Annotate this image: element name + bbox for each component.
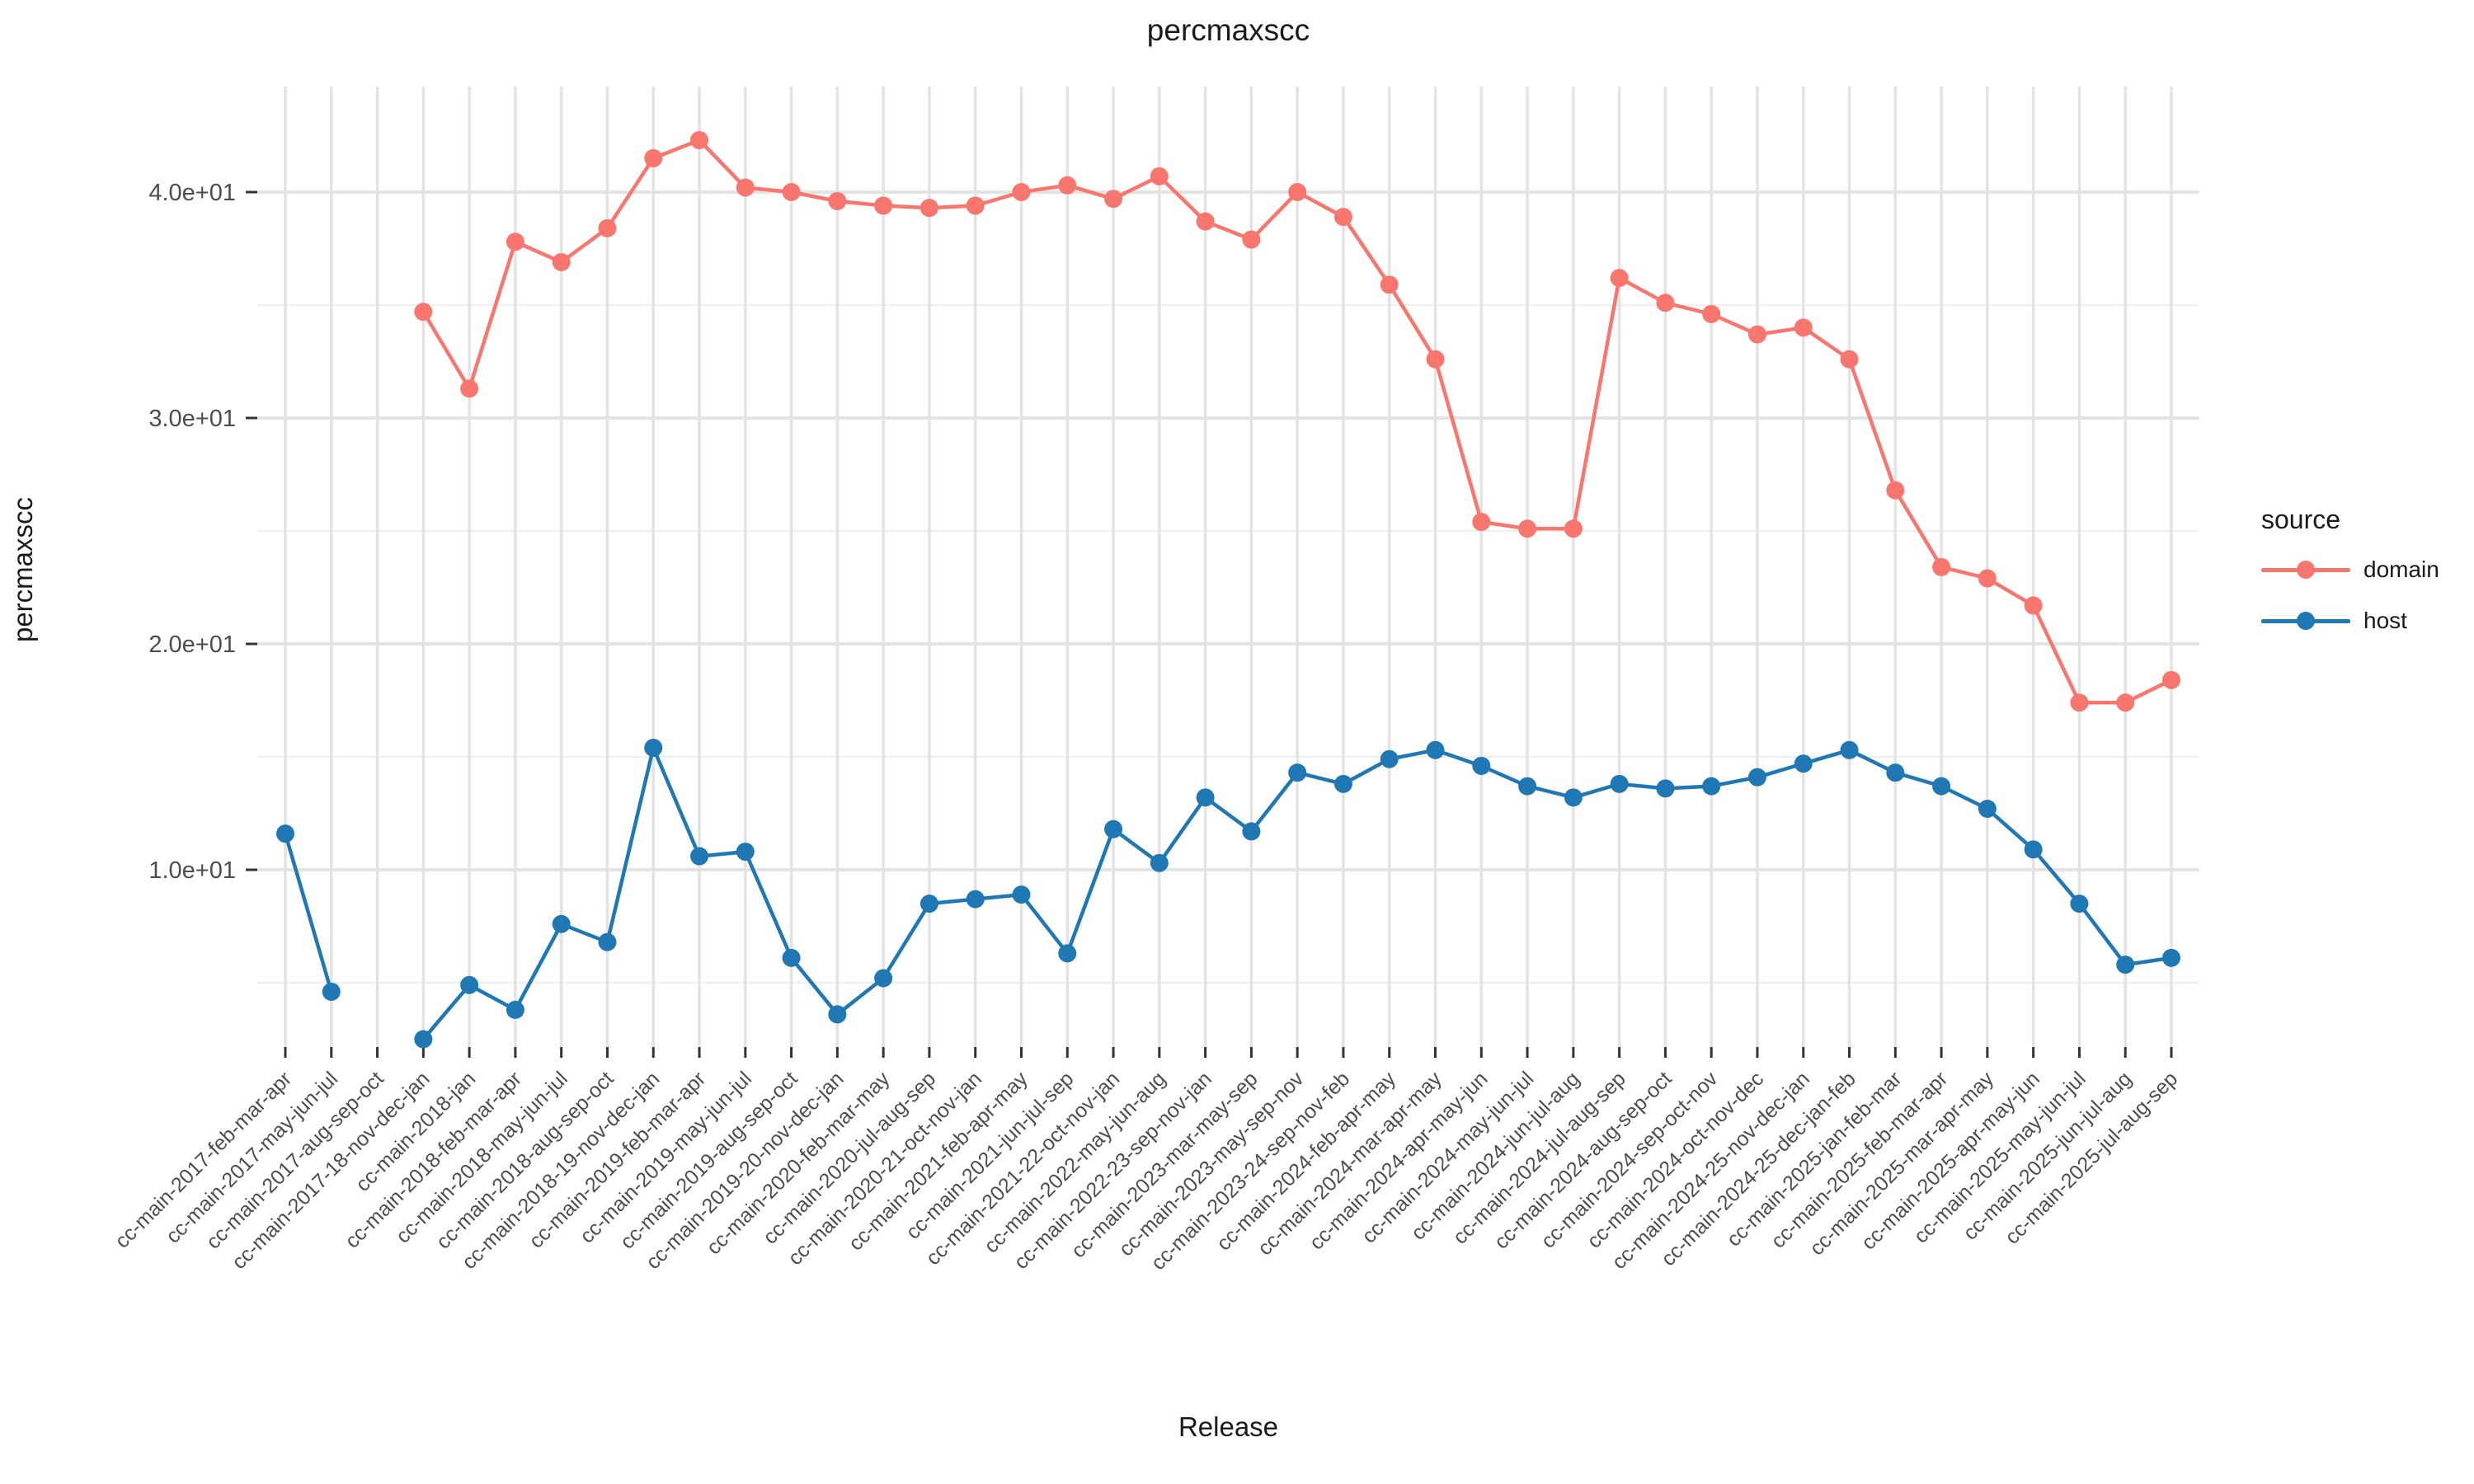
y-tick-label: 2.0e+01 <box>148 632 236 658</box>
domain-point <box>1380 275 1399 294</box>
host-point <box>1747 768 1766 787</box>
host-point <box>1472 756 1491 775</box>
host-point <box>874 969 893 988</box>
host-point <box>1702 777 1721 796</box>
domain-point <box>2024 596 2043 615</box>
domain-point <box>552 252 571 271</box>
domain-point <box>1840 350 1859 369</box>
domain-point <box>2162 670 2180 689</box>
domain-point <box>690 130 709 149</box>
host-point <box>1012 885 1031 904</box>
domain-point <box>1196 212 1215 231</box>
host-point <box>414 1030 433 1049</box>
host-point <box>506 1000 524 1019</box>
legend-label-domain: domain <box>2363 556 2439 582</box>
host-point <box>1426 740 1445 759</box>
legend-title: source <box>2261 505 2341 534</box>
host-point <box>1886 763 1905 782</box>
host-point <box>1610 774 1629 793</box>
domain-point <box>1472 513 1491 532</box>
host-point <box>2162 948 2180 967</box>
y-tick-label: 1.0e+01 <box>148 857 236 884</box>
domain-point <box>1242 230 1261 249</box>
domain-point <box>2070 693 2089 712</box>
domain-point <box>1610 269 1629 288</box>
host-point <box>2024 840 2043 859</box>
domain-point <box>1747 325 1766 344</box>
domain-point <box>874 196 893 215</box>
y-tick-label: 3.0e+01 <box>148 406 236 432</box>
host-point <box>460 975 479 994</box>
legend-label-host: host <box>2363 608 2407 633</box>
x-axis-title: Release <box>1178 1411 1279 1442</box>
host-point <box>1242 822 1261 841</box>
domain-point <box>1288 183 1307 201</box>
domain-point <box>644 148 663 167</box>
host-point <box>1932 777 1951 796</box>
host-point <box>2116 956 2135 974</box>
domain-point <box>1518 519 1537 538</box>
domain-point <box>598 218 617 237</box>
host-point <box>1288 763 1307 782</box>
host-point <box>644 739 663 758</box>
host-point <box>1380 749 1399 768</box>
domain-point <box>1702 304 1721 323</box>
host-point <box>1978 800 1997 819</box>
domain-point <box>1150 167 1169 186</box>
host-point <box>920 895 938 913</box>
host-swatch-icon <box>2261 611 2350 631</box>
host-point <box>276 824 294 843</box>
domain-point <box>1978 569 1997 588</box>
host-point <box>322 982 341 1001</box>
domain-point <box>1656 294 1675 312</box>
domain-point <box>414 303 433 322</box>
host-point <box>1150 853 1169 872</box>
domain-point <box>1104 190 1123 209</box>
host-point <box>1333 774 1352 793</box>
host-point <box>1656 779 1675 798</box>
domain-point <box>1012 183 1031 201</box>
chart-title: percmaxscc <box>1146 13 1310 47</box>
domain-point <box>1426 350 1445 369</box>
legend: source domain host <box>2261 505 2439 659</box>
domain-point <box>1333 208 1352 227</box>
domain-point <box>1058 176 1077 195</box>
domain-swatch-icon <box>2261 560 2350 580</box>
host-point <box>552 914 571 933</box>
domain-point <box>460 379 479 398</box>
y-tick-label: 4.0e+01 <box>148 180 236 206</box>
host-point <box>966 890 985 909</box>
host-point <box>1518 777 1537 796</box>
host-point <box>1840 740 1859 759</box>
host-point <box>1058 944 1077 963</box>
host-point <box>598 932 617 951</box>
host-point <box>1104 819 1123 838</box>
domain-point <box>1794 318 1813 337</box>
domain-point <box>2116 693 2135 712</box>
domain-point <box>1564 519 1583 538</box>
domain-point <box>966 196 985 215</box>
domain-point <box>736 178 755 197</box>
y-axis-title: percmaxscc <box>7 496 38 643</box>
domain-point <box>920 199 938 218</box>
domain-point <box>1932 557 1951 576</box>
host-point <box>1196 788 1215 807</box>
host-point <box>2070 895 2089 913</box>
domain-point <box>782 183 801 201</box>
legend-item-host: host <box>2261 608 2439 634</box>
host-line <box>283 745 2174 1041</box>
domain-point <box>506 232 524 251</box>
domain-point <box>828 191 847 210</box>
host-point <box>782 948 801 967</box>
legend-item-domain: domain <box>2261 556 2439 583</box>
host-point <box>1564 788 1583 807</box>
host-point <box>690 847 709 866</box>
host-point <box>1794 754 1813 773</box>
host-point <box>736 843 755 862</box>
host-point <box>828 1005 847 1024</box>
domain-point <box>1886 481 1905 500</box>
